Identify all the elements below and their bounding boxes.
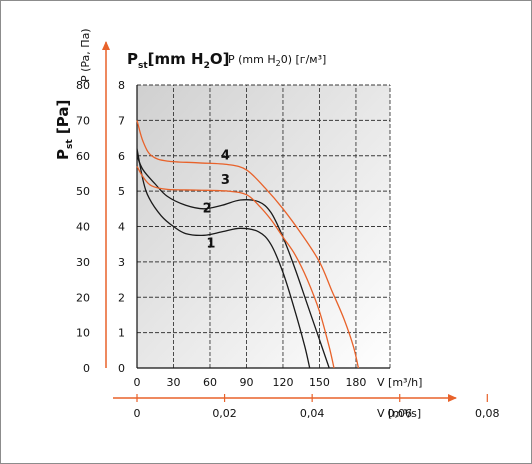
y-mm-tick-label: 7 bbox=[118, 114, 125, 127]
x-m3s-tick-label: 0,06 bbox=[387, 407, 412, 420]
curve-label-4: 4 bbox=[221, 148, 230, 163]
y-pa-tick-label: 10 bbox=[76, 327, 90, 340]
header-p-pa: P (Pa, Па) bbox=[79, 28, 92, 82]
y-pa-tick-label: 50 bbox=[76, 185, 90, 198]
x-m3h-tick-label: 0 bbox=[134, 376, 141, 389]
grid bbox=[137, 84, 391, 368]
y-pa-tick-label: 0 bbox=[83, 362, 90, 375]
x-m3h-ticks: 0 30 60 90 120 150 180 bbox=[134, 376, 367, 389]
x-m3s-tick-label: 0,08 bbox=[475, 407, 500, 420]
y-mm-ticks: 8 7 6 5 4 3 2 1 0 bbox=[118, 79, 125, 375]
curve-1 bbox=[136, 148, 311, 369]
curve-4 bbox=[136, 120, 360, 369]
x-m3h-tick-label: 30 bbox=[166, 376, 180, 389]
y-pa-ticks: 80 70 60 50 40 30 20 10 0 bbox=[76, 79, 90, 375]
y-mm-tick-label: 5 bbox=[118, 185, 125, 198]
y-pa-tick-label: 40 bbox=[76, 221, 90, 234]
x-m3s-tick-label: 0,04 bbox=[300, 407, 325, 420]
x-m3h-tick-label: 180 bbox=[345, 376, 366, 389]
y-mm-tick-label: 3 bbox=[118, 256, 125, 269]
x-m3s-tick-label: 0 bbox=[134, 407, 141, 420]
y-mm-tick-label: 4 bbox=[118, 221, 125, 234]
curve-label-3: 3 bbox=[221, 173, 230, 188]
x-m3s-label: V [m³/s] bbox=[377, 407, 421, 420]
x-m3s-ticks: 00,020,040,060,080,10 bbox=[134, 394, 500, 420]
y-pa-tick-label: 20 bbox=[76, 291, 90, 304]
y-pa-tick-label: 60 bbox=[76, 150, 90, 163]
y-mm-tick-label: 2 bbox=[118, 291, 125, 304]
header-pst: Pst[mm H2O] bbox=[127, 50, 229, 71]
y-pa-tick-label: 30 bbox=[76, 256, 90, 269]
curve-labels: 1 23 4 bbox=[203, 148, 230, 251]
x-m3s-tick-label: 0,02 bbox=[212, 407, 237, 420]
curve-label-2: 2 bbox=[203, 201, 212, 216]
y-mm-tick-label: 0 bbox=[118, 362, 125, 375]
y-pa-axis-label: Pst [Pa] bbox=[54, 100, 75, 160]
curves bbox=[136, 120, 360, 369]
y-mm-tick-label: 8 bbox=[118, 79, 125, 92]
curve-3 bbox=[136, 166, 335, 369]
curve-label-1: 1 bbox=[206, 237, 215, 252]
header-p-mm: P (mm H20) [г/м³] bbox=[228, 53, 326, 68]
y-mm-tick-label: 1 bbox=[118, 327, 125, 340]
y-mm-tick-label: 6 bbox=[118, 150, 125, 163]
x-m3h-tick-label: 120 bbox=[272, 376, 293, 389]
x-m3h-tick-label: 150 bbox=[309, 376, 330, 389]
x-m3h-label: V [m³/h] bbox=[377, 376, 422, 389]
x-m3h-tick-label: 60 bbox=[203, 376, 217, 389]
y-pa-tick-label: 70 bbox=[76, 114, 90, 127]
x-m3h-tick-label: 90 bbox=[239, 376, 253, 389]
y-pa-tick-label: 80 bbox=[76, 79, 90, 92]
